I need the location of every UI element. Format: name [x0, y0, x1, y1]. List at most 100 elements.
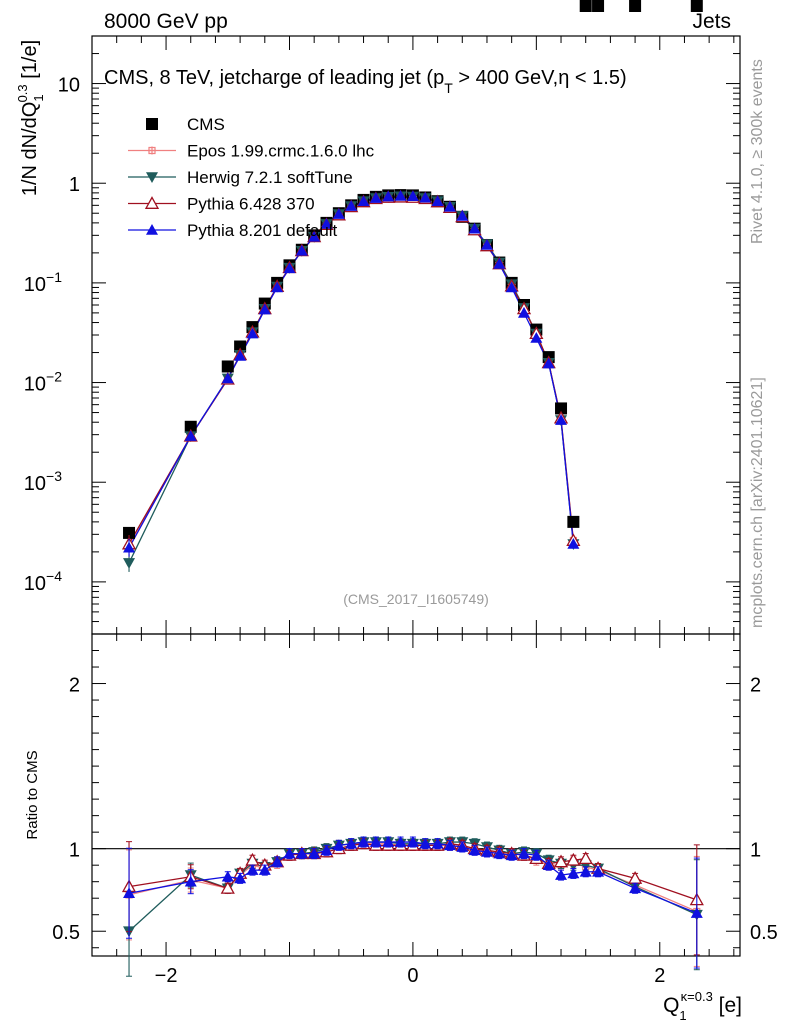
main-series-group: [123, 0, 703, 572]
series-markers: [123, 189, 580, 557]
ratio-point: [530, 849, 543, 861]
ratio-y-tick-label-right: 2: [750, 675, 761, 697]
data-point: [345, 200, 358, 211]
ratio-point: [566, 852, 581, 866]
ratio-point: [592, 865, 605, 877]
ratio-point: [345, 837, 358, 849]
ratio-point: [690, 907, 703, 918]
data-point: [431, 195, 444, 207]
ratio-point: [320, 844, 333, 856]
ratio-point: [295, 847, 308, 859]
ratio-point: [468, 844, 481, 856]
main-y-tick-label: 10−4: [24, 568, 62, 595]
data-point: [567, 537, 580, 549]
ratio-point: [443, 839, 456, 851]
data-point: [234, 349, 247, 361]
data-point: [690, 0, 703, 12]
data-point: [555, 414, 568, 425]
ratio-point: [555, 869, 568, 880]
data-point: [332, 208, 345, 219]
ratio-point: [234, 872, 247, 884]
legend-marker: [148, 146, 156, 155]
x-tick-label: 2: [654, 965, 665, 987]
ratio-point: [553, 854, 569, 868]
data-point: [234, 340, 247, 353]
ratio-point: [283, 847, 296, 859]
ratio-series: [123, 836, 703, 969]
data-point: [505, 281, 518, 293]
legend-label: Pythia 8.201 default: [187, 221, 338, 240]
ratio-plot-frame: [91, 633, 741, 957]
ratio-point: [578, 851, 593, 865]
x-tick-label: −2: [155, 965, 178, 987]
data-point: [480, 238, 493, 250]
ratio-y-tick-label: 2: [69, 675, 80, 697]
energy-label: 8000 GeV pp: [104, 10, 228, 33]
series-line: [128, 195, 575, 564]
legend-entry: Pythia 6.428 370: [128, 195, 315, 214]
legend-entry: Herwig 7.2.1 softTune: [128, 168, 353, 187]
ratio-series-group: [121, 836, 704, 977]
ratio-y-tick-label-right: 1: [750, 840, 761, 862]
ratio-point: [332, 839, 345, 851]
ratio-point: [505, 849, 518, 861]
data-point: [592, 0, 605, 12]
data-point: [258, 303, 271, 315]
ratio-y-tick-label: 1: [69, 840, 80, 862]
legend-entry: Pythia 8.201 default: [128, 221, 338, 240]
ratio-point: [357, 836, 370, 847]
data-point: [369, 192, 382, 203]
data-point: [542, 357, 555, 369]
ratio-point: [567, 867, 580, 879]
data-point: [246, 327, 259, 339]
main-y-axis-label: 1/N dN/dQ10.3 [1/e]: [15, 40, 46, 196]
main-axis-ticks: 10 1 10−1 10−2 10−3 10−4: [24, 35, 740, 956]
data-point: [221, 372, 234, 384]
ratio-point: [493, 847, 506, 859]
ratio-point: [480, 845, 493, 857]
data-point: [123, 526, 136, 539]
data-point: [629, 0, 642, 12]
legend-marker: [146, 172, 158, 183]
data-point: [518, 306, 530, 318]
data-point: [271, 281, 284, 293]
legend-label: Epos 1.99.crmc.1.6.0 lhc: [187, 142, 375, 161]
ratio-point: [220, 880, 235, 894]
data-point: [567, 515, 580, 528]
ratio-point: [382, 836, 395, 847]
ratio-point: [184, 875, 197, 887]
ratio-y-axis-label: Ratio to CMS: [24, 750, 41, 839]
data-point: [394, 189, 407, 201]
data-point: [184, 420, 197, 433]
ratio-series: [121, 836, 704, 956]
ratio-point: [308, 847, 321, 859]
rivet-label: Rivet 4.1.0, ≥ 300k events: [749, 59, 766, 244]
ratio-line: [128, 841, 698, 932]
plot-title: CMS, 8 TeV, jetcharge of leading jet (pT…: [104, 67, 627, 96]
data-point: [283, 262, 296, 274]
series-epos: [128, 195, 575, 549]
legend-label: CMS: [187, 115, 225, 134]
ratio-point: [246, 864, 259, 875]
ratio-point: [271, 855, 284, 867]
ratio-axis-ticks: 0.5 0.5 1 1 2 2 −2 0 2: [52, 650, 778, 987]
series-line: [128, 195, 575, 549]
ratio-point: [579, 865, 592, 877]
main-y-tick-label: 1: [69, 174, 80, 196]
main-y-tick-label: 10−1: [24, 269, 62, 296]
series-pythia: [128, 195, 575, 549]
series-line: [128, 196, 575, 545]
analysis-id: (CMS_2017_I1605749): [343, 591, 489, 607]
data-point: [456, 209, 469, 221]
ratio-point: [369, 836, 382, 847]
ratio-point: [431, 837, 444, 849]
ratio-y-tick-label: 0.5: [52, 922, 80, 944]
series-line: [128, 195, 575, 549]
mcplots-label: mcplots.cern.ch [arXiv:2401.10621]: [749, 377, 766, 628]
legend-marker: [146, 224, 158, 235]
ratio-point: [419, 837, 432, 849]
data-point: [295, 244, 308, 256]
ratio-point: [518, 847, 530, 859]
data-point: [308, 230, 321, 242]
